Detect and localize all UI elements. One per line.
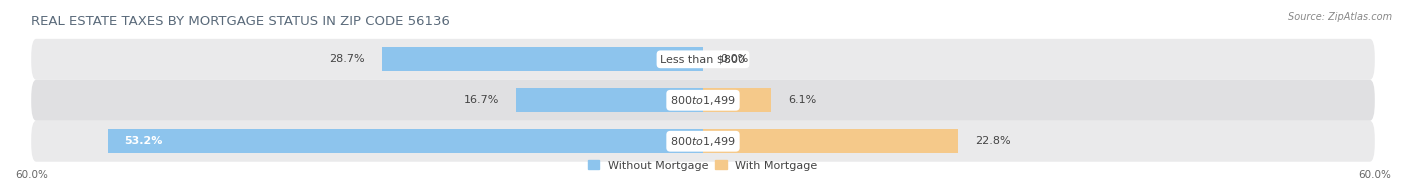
Text: 22.8%: 22.8% [974,136,1011,146]
FancyBboxPatch shape [31,80,1375,121]
Text: REAL ESTATE TAXES BY MORTGAGE STATUS IN ZIP CODE 56136: REAL ESTATE TAXES BY MORTGAGE STATUS IN … [31,15,450,28]
Text: $800 to $1,499: $800 to $1,499 [671,135,735,148]
Text: 53.2%: 53.2% [124,136,163,146]
Bar [516,88,703,112]
Text: Less than $800: Less than $800 [661,54,745,64]
Text: Source: ZipAtlas.com: Source: ZipAtlas.com [1288,12,1392,22]
Text: 6.1%: 6.1% [789,95,817,105]
FancyBboxPatch shape [31,39,1375,80]
Text: $800 to $1,499: $800 to $1,499 [671,94,735,107]
Bar [382,47,703,71]
FancyBboxPatch shape [31,121,1375,162]
Bar [703,88,772,112]
Text: 28.7%: 28.7% [329,54,366,64]
Legend: Without Mortgage, With Mortgage: Without Mortgage, With Mortgage [588,160,818,171]
Text: 0.0%: 0.0% [720,54,748,64]
Bar [107,129,703,153]
Text: 16.7%: 16.7% [464,95,499,105]
Bar [703,129,959,153]
